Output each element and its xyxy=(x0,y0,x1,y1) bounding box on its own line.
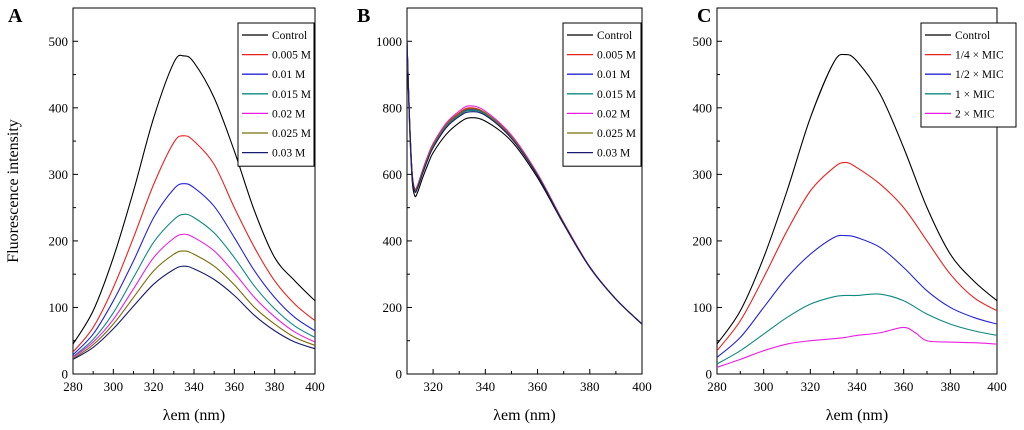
legend-entry: 0.03 M xyxy=(272,148,305,160)
series-line-5 xyxy=(73,233,315,358)
y-tick-label: 500 xyxy=(49,34,69,49)
x-tick-label: 320 xyxy=(801,379,821,394)
legend-entry: 0.015 M xyxy=(597,89,636,101)
x-tick-label: 340 xyxy=(184,379,204,394)
x-tick-label: 400 xyxy=(632,379,652,394)
legend-entry: 0.01 M xyxy=(597,69,630,81)
panel-letter: C xyxy=(697,5,711,27)
x-tick-label: 360 xyxy=(894,379,914,394)
panel-letter: B xyxy=(357,5,370,27)
panel-A: A 280 300 320 340 360 380 400 0 100 200 300 400 500 λe… xyxy=(5,5,325,424)
x-tick-label: 360 xyxy=(225,379,245,394)
series-line-7 xyxy=(407,41,642,325)
legend-entry: Control xyxy=(272,30,307,42)
x-tick-label: 320 xyxy=(144,379,164,394)
y-tick-label: 200 xyxy=(383,300,403,315)
x-tick-label: 340 xyxy=(476,379,496,394)
legend-entry: 0.015 M xyxy=(272,89,311,101)
series-line-4 xyxy=(73,213,315,358)
x-tick-label: 300 xyxy=(754,379,774,394)
legend-entry: 0.01 M xyxy=(272,69,305,81)
y-tick-label: 400 xyxy=(383,233,403,248)
x-tick-label: 280 xyxy=(707,379,727,394)
y-tick-label: 100 xyxy=(693,300,713,315)
x-tick-label: 320 xyxy=(423,379,443,394)
x-tick-label: 380 xyxy=(265,379,285,394)
legend-entry: 0.005 M xyxy=(597,50,636,62)
legend-box xyxy=(237,22,315,167)
y-tick-label: 300 xyxy=(49,167,69,182)
x-tick-label: 340 xyxy=(847,379,867,394)
y-tick-label: 200 xyxy=(693,233,713,248)
legend-entry: 0.02 M xyxy=(597,108,630,120)
y-tick-label: 0 xyxy=(62,367,69,382)
series-line-1 xyxy=(717,53,997,345)
x-tick-label: 380 xyxy=(580,379,600,394)
panel-C: C 280 300 320 340 360 380 400 0 100 200 300 400 500 λe… xyxy=(693,5,1017,424)
y-tick-label: 300 xyxy=(693,167,713,182)
series-line-2 xyxy=(717,161,997,352)
y-tick-label: 0 xyxy=(706,367,713,382)
legend-entry: 2 × MIC xyxy=(955,108,995,120)
y-tick-label: 400 xyxy=(693,100,713,115)
y-tick-label: 200 xyxy=(49,233,69,248)
legend-entry: 1/2 × MIC xyxy=(955,69,1004,81)
x-tick-label: 360 xyxy=(528,379,548,394)
y-tick-label: 800 xyxy=(383,100,403,115)
legend-box xyxy=(562,22,642,167)
x-tick-label: 400 xyxy=(987,379,1007,394)
y-tick-label: 400 xyxy=(49,100,69,115)
legend-entry: 1/4 × MIC xyxy=(955,50,1004,62)
x-tick-label: 400 xyxy=(305,379,325,394)
y-tick-label: 600 xyxy=(383,167,403,182)
y-axis-label: Fluorescence intensity xyxy=(5,119,22,263)
series-line-2 xyxy=(73,135,315,353)
legend-entry: Control xyxy=(955,30,990,42)
x-axis-label: λem (nm) xyxy=(163,407,225,424)
x-axis-label: λem (nm) xyxy=(493,407,555,424)
legend-entry: 0.02 M xyxy=(272,108,305,120)
series-line-5 xyxy=(717,326,997,368)
plot-frame xyxy=(406,7,643,375)
y-tick-label: 1000 xyxy=(376,34,402,49)
series-line-7 xyxy=(73,265,315,360)
series-line-6 xyxy=(73,250,315,360)
panel-B: B 320 340 360 380 400 0 200 400 600 800 1000 λem (nm… xyxy=(357,5,652,424)
x-tick-label: 300 xyxy=(104,379,124,394)
series-line-1 xyxy=(73,54,315,345)
x-axis-label: λem (nm) xyxy=(826,407,888,424)
legend-entry: 0.03 M xyxy=(597,148,630,160)
y-tick-label: 0 xyxy=(396,367,403,382)
y-tick-label: 100 xyxy=(49,300,69,315)
series-line-3 xyxy=(73,183,315,356)
legend-entry: 0.025 M xyxy=(597,128,636,140)
legend-entry: 1 × MIC xyxy=(955,89,995,101)
legend-entry: 0.005 M xyxy=(272,50,311,62)
x-tick-label: 280 xyxy=(63,379,83,394)
legend-box xyxy=(920,22,1017,128)
panel-letter: A xyxy=(8,5,23,27)
legend-entry: 0.025 M xyxy=(272,128,311,140)
x-tick-label: 380 xyxy=(941,379,961,394)
legend-entry: Control xyxy=(597,30,632,42)
series-line-3 xyxy=(717,234,997,358)
y-tick-label: 500 xyxy=(693,34,713,49)
series-line-4 xyxy=(717,293,997,365)
